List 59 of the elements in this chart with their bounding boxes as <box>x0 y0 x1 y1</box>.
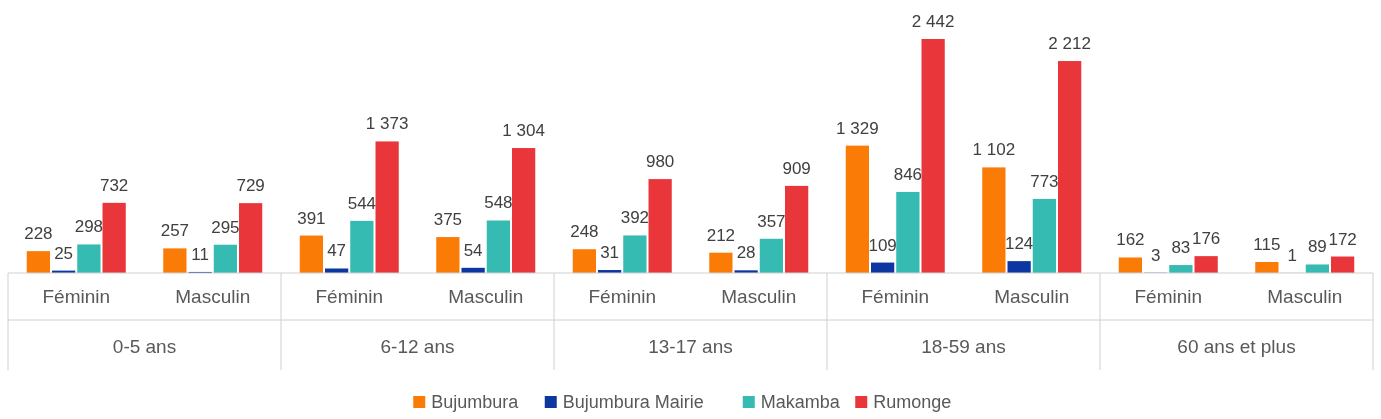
legend-label: Rumonge <box>873 392 952 412</box>
data-label: 391 <box>297 208 326 228</box>
data-label: 909 <box>782 158 811 178</box>
data-label: 228 <box>24 224 53 244</box>
data-label: 773 <box>1030 171 1059 191</box>
data-label: 54 <box>463 240 483 260</box>
text: 13-17 ans <box>648 336 733 357</box>
data-label: 2 442 <box>911 12 955 31</box>
data-label: 47 <box>327 241 347 261</box>
data-label: 357 <box>757 211 786 231</box>
legend-label: Makamba <box>760 392 841 412</box>
data-label: 1 102 <box>972 140 1016 160</box>
data-label: 11 <box>191 244 209 264</box>
data-label: 544 <box>347 193 377 213</box>
x-tick-label: Féminin <box>42 286 111 307</box>
data-label: 172 <box>1328 229 1357 249</box>
data-label: 729 <box>236 176 265 196</box>
data-label: 25 <box>54 243 74 263</box>
data-label: 548 <box>484 193 513 213</box>
data-label: 124 <box>1004 234 1034 254</box>
data-label: 109 <box>868 235 897 255</box>
data-label: 392 <box>620 208 650 228</box>
data-label: 89 <box>1307 237 1327 257</box>
data-label: 846 <box>893 164 923 184</box>
x-tick-label: Féminin <box>588 286 657 307</box>
x-tick-label: Masculin <box>1267 286 1343 307</box>
text: 18-59 ans <box>921 336 1006 357</box>
x-tick-label: Masculin <box>175 286 251 307</box>
data-label: 1 373 <box>365 114 409 134</box>
x-tick-label: Féminin <box>861 286 930 307</box>
data-label: 31 <box>600 243 620 263</box>
data-label: 1 304 <box>502 121 545 141</box>
data-label: 375 <box>433 210 463 230</box>
data-label: 980 <box>645 152 675 172</box>
data-label: 295 <box>211 217 240 237</box>
data-label: 1 <box>1287 245 1297 265</box>
text: 60 ans et plus <box>1177 336 1296 357</box>
text: 0-5 ans <box>112 336 177 357</box>
x-tick-label: Masculin <box>994 286 1070 307</box>
legend-label: Bujumbura <box>431 392 520 412</box>
x-tick-label: Masculin <box>448 286 524 307</box>
data-label: 28 <box>736 243 756 263</box>
data-label: 732 <box>99 175 129 195</box>
x-tick-label: Masculin <box>721 286 797 307</box>
data-label: 162 <box>1116 230 1145 250</box>
data-label: 1 329 <box>836 118 879 138</box>
data-label: 176 <box>1191 229 1221 249</box>
data-label: 3 <box>1150 245 1161 265</box>
x-tick-label: Féminin <box>315 286 384 307</box>
data-label: 83 <box>1171 238 1191 258</box>
text: 6-12 ans <box>380 336 455 357</box>
legend-label: Bujumbura Mairie <box>562 392 704 412</box>
data-label: 298 <box>74 217 104 237</box>
data-label: 212 <box>706 225 736 245</box>
data-label: 248 <box>570 222 599 242</box>
data-label: 257 <box>160 221 190 241</box>
x-tick-label: Féminin <box>1134 286 1203 307</box>
data-label: 2 212 <box>1048 34 1091 54</box>
data-label: 115 <box>1253 234 1281 254</box>
